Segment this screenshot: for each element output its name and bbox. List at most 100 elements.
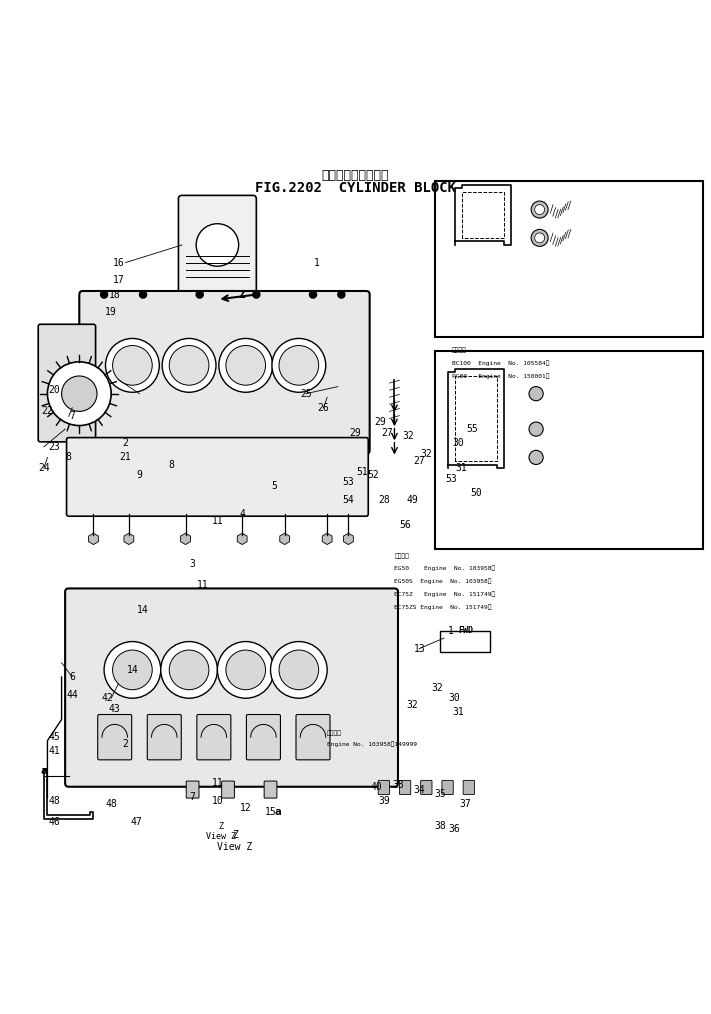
Circle shape — [100, 291, 107, 298]
Text: 26: 26 — [318, 403, 329, 413]
FancyBboxPatch shape — [186, 781, 199, 798]
Text: 33: 33 — [392, 780, 404, 790]
Text: 29: 29 — [350, 428, 361, 438]
Text: 7: 7 — [69, 412, 75, 422]
Text: 20: 20 — [48, 385, 60, 395]
FancyBboxPatch shape — [38, 324, 95, 442]
Text: a: a — [274, 806, 281, 816]
Circle shape — [112, 650, 152, 690]
Circle shape — [279, 650, 319, 690]
Circle shape — [279, 346, 319, 385]
Text: 9: 9 — [137, 470, 142, 481]
Text: 適用号機: 適用号機 — [395, 553, 410, 559]
Circle shape — [529, 386, 543, 401]
Text: 18: 18 — [109, 290, 121, 299]
Text: 52: 52 — [368, 470, 379, 481]
Text: 5: 5 — [271, 481, 277, 491]
Text: EG50    Engine  No. 103958～: EG50 Engine No. 103958～ — [395, 566, 496, 571]
Text: 15: 15 — [264, 806, 277, 816]
Text: 30: 30 — [452, 438, 464, 448]
Text: 56: 56 — [399, 520, 411, 529]
FancyBboxPatch shape — [264, 781, 277, 798]
Text: 28: 28 — [378, 495, 390, 505]
FancyBboxPatch shape — [65, 588, 398, 787]
Text: 14: 14 — [127, 665, 138, 675]
Text: 53: 53 — [445, 474, 457, 484]
FancyBboxPatch shape — [247, 715, 280, 759]
Text: 13: 13 — [413, 644, 425, 654]
Text: 4: 4 — [239, 509, 245, 519]
Text: 53: 53 — [343, 478, 354, 487]
Circle shape — [62, 376, 97, 412]
Circle shape — [169, 650, 209, 690]
Circle shape — [104, 642, 161, 699]
Circle shape — [112, 346, 152, 385]
Text: BC100  Engine  No. 105584～: BC100 Engine No. 105584～ — [451, 360, 550, 366]
Text: Z
View Z: Z View Z — [218, 830, 252, 852]
Text: 32: 32 — [420, 449, 432, 459]
Text: 24: 24 — [38, 463, 50, 474]
Text: 37: 37 — [459, 799, 471, 809]
Text: 29: 29 — [375, 417, 386, 427]
Text: 27: 27 — [413, 456, 425, 466]
Text: PC80   Engine  No. 150001～: PC80 Engine No. 150001～ — [451, 373, 550, 379]
Text: 25: 25 — [300, 388, 312, 399]
Text: 36: 36 — [449, 824, 461, 835]
Text: 8: 8 — [169, 459, 174, 469]
Text: 2: 2 — [122, 739, 128, 749]
Text: 23: 23 — [48, 442, 60, 452]
Text: 45: 45 — [48, 732, 60, 742]
Text: 32: 32 — [406, 701, 418, 710]
Circle shape — [48, 362, 111, 426]
Text: 48: 48 — [105, 799, 117, 809]
Text: 適用号機: 適用号機 — [327, 730, 342, 736]
Text: 11: 11 — [211, 778, 223, 788]
Text: 11: 11 — [211, 516, 223, 526]
FancyBboxPatch shape — [421, 781, 432, 795]
Text: 34: 34 — [413, 785, 425, 795]
Circle shape — [105, 339, 159, 392]
FancyBboxPatch shape — [463, 781, 474, 795]
Text: 50: 50 — [470, 488, 482, 498]
Text: 42: 42 — [102, 694, 114, 704]
FancyBboxPatch shape — [197, 715, 231, 759]
Text: 3: 3 — [190, 559, 196, 569]
Circle shape — [169, 346, 209, 385]
Text: 6: 6 — [69, 672, 75, 682]
Text: 14: 14 — [137, 604, 149, 614]
Text: 55: 55 — [466, 424, 479, 434]
Circle shape — [162, 339, 216, 392]
Text: FWD: FWD — [458, 627, 473, 636]
Circle shape — [309, 291, 316, 298]
Text: 49: 49 — [406, 495, 418, 505]
Circle shape — [139, 291, 146, 298]
Circle shape — [535, 205, 545, 215]
Circle shape — [161, 642, 218, 699]
Text: 27: 27 — [382, 428, 393, 438]
Bar — [441, 631, 490, 652]
Circle shape — [226, 650, 265, 690]
Circle shape — [529, 422, 543, 436]
Text: 43: 43 — [109, 704, 121, 714]
Circle shape — [270, 642, 327, 699]
Circle shape — [535, 233, 545, 242]
Text: 1: 1 — [448, 626, 454, 636]
FancyBboxPatch shape — [97, 715, 132, 759]
Text: Engine No. 103958～149999: Engine No. 103958～149999 — [327, 741, 417, 747]
Text: EG50S  Engine  No. 103958～: EG50S Engine No. 103958～ — [395, 579, 492, 584]
Text: 51: 51 — [357, 466, 368, 477]
Text: Z: Z — [239, 290, 245, 299]
FancyBboxPatch shape — [67, 438, 368, 516]
Text: 41: 41 — [48, 746, 60, 756]
FancyBboxPatch shape — [147, 715, 181, 759]
Text: a: a — [41, 767, 47, 776]
Text: 21: 21 — [119, 452, 132, 462]
Circle shape — [253, 291, 260, 298]
Text: 10: 10 — [211, 796, 223, 806]
FancyBboxPatch shape — [442, 781, 453, 795]
Text: 31: 31 — [456, 463, 468, 474]
Circle shape — [529, 450, 543, 464]
Text: 40: 40 — [371, 782, 383, 792]
Circle shape — [531, 201, 548, 218]
Text: 32: 32 — [431, 682, 443, 693]
